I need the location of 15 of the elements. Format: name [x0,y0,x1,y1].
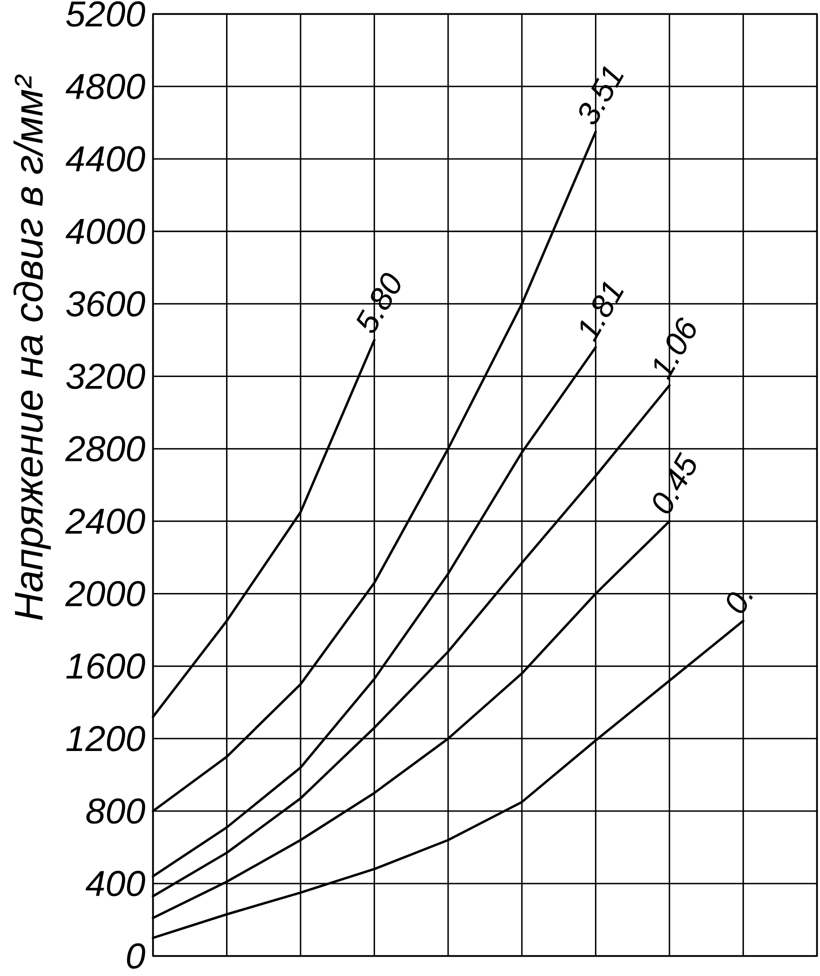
y-tick-label: 2000 [65,580,146,606]
y-tick-label: 1200 [66,726,146,752]
y-tick-label: 0 [127,943,146,969]
y-tick-label: 4000 [66,218,146,244]
y-tick-label: 400 [86,870,146,896]
y-tick-label: 800 [86,798,146,824]
y-tick-label: 4800 [66,74,146,100]
y-axis-title: Напряжение на сдвиг в г/мм² [14,74,51,620]
y-tick-label: 3600 [66,291,146,317]
y-tick-label: 2400 [65,508,146,534]
y-tick-label: 4400 [66,146,146,172]
y-tick-label: 2800 [65,436,146,462]
y-tick-label: 1600 [66,653,146,679]
y-tick-label: 3200 [66,364,146,390]
y-tick-label: 5200 [66,1,146,27]
